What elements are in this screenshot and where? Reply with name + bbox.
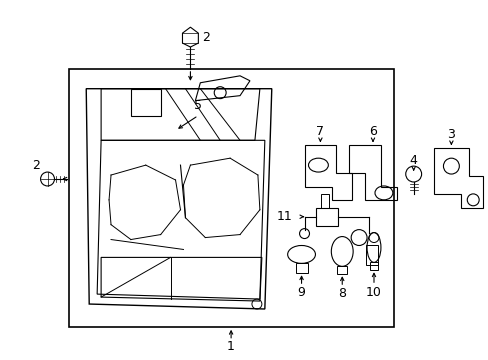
Text: 6: 6 <box>368 125 376 138</box>
Text: 3: 3 <box>447 128 454 141</box>
Text: 5: 5 <box>194 99 202 112</box>
Text: 2: 2 <box>202 31 210 44</box>
Text: 9: 9 <box>297 285 305 299</box>
Text: 7: 7 <box>316 125 324 138</box>
Text: 4: 4 <box>409 154 417 167</box>
Text: 8: 8 <box>338 287 346 300</box>
Text: 10: 10 <box>366 285 381 299</box>
Text: 1: 1 <box>227 340 235 353</box>
Bar <box>69 69 393 327</box>
Text: 2: 2 <box>32 159 40 172</box>
Text: 11: 11 <box>276 210 292 223</box>
